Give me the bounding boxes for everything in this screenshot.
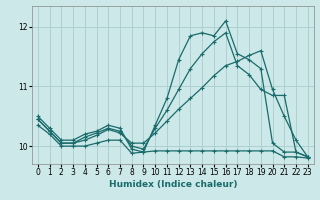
X-axis label: Humidex (Indice chaleur): Humidex (Indice chaleur) (108, 180, 237, 189)
